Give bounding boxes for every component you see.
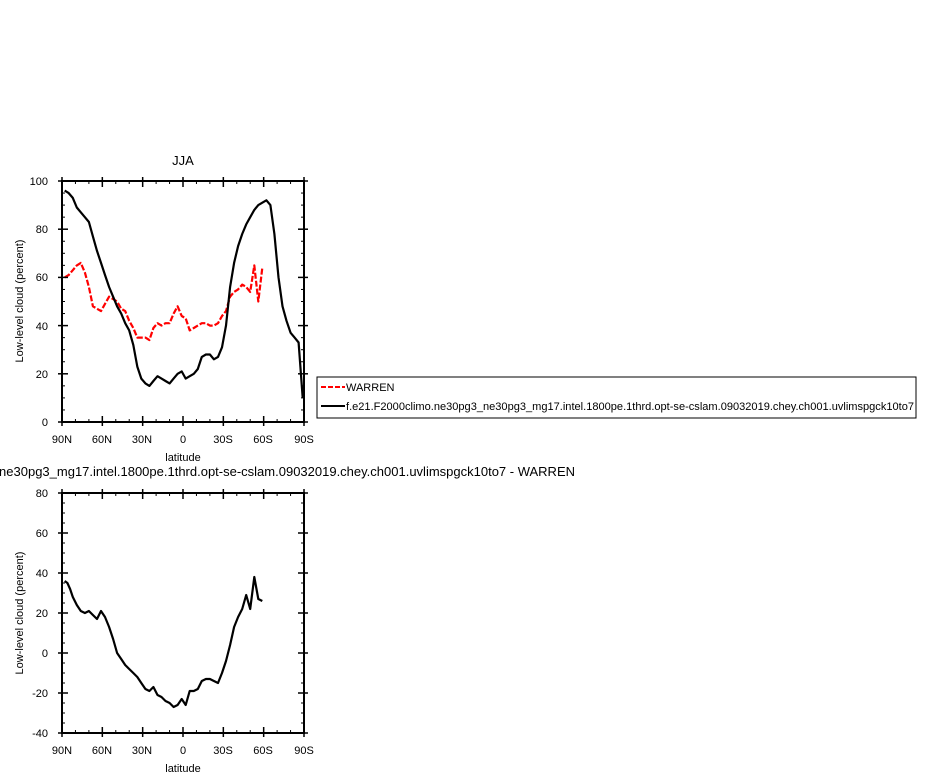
top-lines — [64, 189, 304, 398]
top-xtick-label: 60N — [92, 434, 112, 446]
top-ytick-labels: 0 20 40 60 80 100 — [30, 176, 48, 429]
bottom-ticks — [58, 489, 308, 737]
bottom-ytick-label: 20 — [36, 608, 48, 620]
bottom-plot-frame — [61, 492, 305, 734]
top-ytick-label: 40 — [36, 321, 48, 333]
bottom-panel: f.e21.F2000climo.ne30pg3_ne30pg3_mg17.in… — [0, 464, 575, 775]
top-xtick-label: 0 — [180, 434, 186, 446]
bottom-series-line-0 — [64, 575, 263, 709]
top-xtick-label: 90S — [294, 434, 314, 446]
bottom-xtick-label: 30S — [213, 745, 233, 757]
top-ytick-label: 0 — [42, 417, 48, 429]
bottom-title: f.e21.F2000climo.ne30pg3_ne30pg3_mg17.in… — [0, 464, 575, 479]
bottom-xtick-label: 60S — [253, 745, 273, 757]
top-title: JJA — [172, 153, 194, 168]
top-plot-frame — [61, 180, 305, 423]
bottom-xtick-label: 0 — [180, 745, 186, 757]
top-xtick-label: 60S — [253, 434, 273, 446]
bottom-ytick-label: -20 — [32, 688, 48, 700]
top-ylabel: Low-level cloud (percent) — [14, 240, 26, 363]
bottom-ylabel: Low-level cloud (percent) — [14, 552, 26, 675]
bottom-xtick-labels: 90N 60N 30N 0 30S 60S 90S — [52, 745, 314, 757]
bottom-ytick-label: 0 — [42, 648, 48, 660]
top-panel: JJA 90N 60N 30N 0 30S 60S 90S 0 20 40 60… — [14, 153, 314, 464]
legend-label-model: f.e21.F2000climo.ne30pg3_ne30pg3_mg17.in… — [346, 401, 914, 413]
bottom-xlabel: latitude — [165, 763, 200, 775]
legend-label-warren: WARREN — [346, 382, 395, 394]
top-ytick-label: 60 — [36, 272, 48, 284]
top-xlabel: latitude — [165, 452, 200, 464]
top-ticks — [58, 177, 308, 426]
top-ytick-label: 100 — [30, 176, 48, 188]
legend-box — [316, 376, 917, 419]
bottom-xtick-label: 90N — [52, 745, 72, 757]
top-xtick-labels: 90N 60N 30N 0 30S 60S 90S — [52, 434, 314, 446]
bottom-xtick-label: 60N — [92, 745, 112, 757]
bottom-ytick-label: 80 — [36, 488, 48, 500]
legend: WARREN f.e21.F2000climo.ne30pg3_ne30pg3_… — [316, 376, 917, 419]
top-xtick-label: 30S — [213, 434, 233, 446]
bottom-lines — [64, 575, 263, 709]
top-xtick-label: 30N — [132, 434, 152, 446]
bottom-xtick-label: 30N — [132, 745, 152, 757]
top-ytick-label: 80 — [36, 224, 48, 236]
bottom-ytick-label: 60 — [36, 528, 48, 540]
bottom-xtick-label: 90S — [294, 745, 314, 757]
bottom-ytick-label: -40 — [32, 728, 48, 740]
top-ytick-label: 20 — [36, 369, 48, 381]
top-xtick-label: 90N — [52, 434, 72, 446]
top-series-line-1 — [64, 189, 304, 398]
top-series-line-0 — [64, 261, 264, 342]
bottom-ytick-labels: -40 -20 0 20 40 60 80 — [32, 488, 48, 740]
bottom-ytick-label: 40 — [36, 568, 48, 580]
